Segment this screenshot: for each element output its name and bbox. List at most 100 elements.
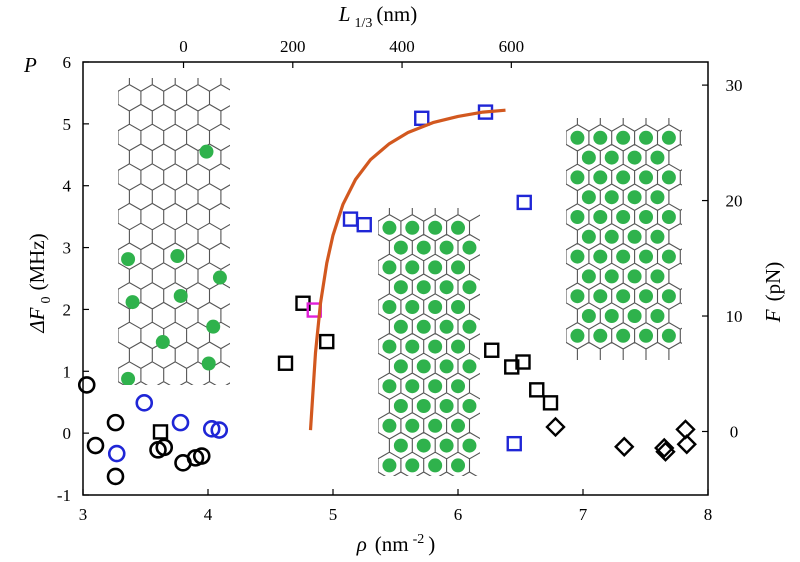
fit-curve: [308, 108, 506, 431]
inset-right-adsorbate-dot: [604, 190, 619, 205]
inset-sparse-adsorbate-dot: [206, 319, 221, 334]
data-point-circle-black: [106, 467, 125, 486]
x-top-tick-label: 200: [280, 37, 306, 56]
y-left-tick-label: 4: [63, 177, 72, 196]
inset-right-adsorbate-dot: [650, 150, 665, 165]
inset-right-adsorbate-dot: [616, 289, 631, 304]
y-right-tick-label: 20: [726, 192, 743, 211]
inset-right: [566, 118, 682, 360]
inset-right-adsorbate-dot: [616, 170, 631, 185]
inset-middle-adsorbate-dot: [416, 240, 431, 255]
x-bottom-tick-label: 7: [579, 505, 588, 524]
inset-middle-adsorbate-dot: [416, 399, 431, 413]
y-left-tick-label: 5: [63, 115, 72, 134]
inset-middle-adsorbate-dot: [462, 240, 477, 255]
inset-right-bonds: [566, 118, 682, 360]
data-point-diamond-black: [676, 434, 697, 455]
y-right-tick-label: 30: [726, 76, 743, 95]
data-point-square-black: [484, 342, 500, 358]
inset-right-adsorbate-dot: [581, 269, 596, 284]
inset-middle-adsorbate-dot: [393, 319, 408, 334]
inset-right-adsorbate-dot: [627, 229, 642, 244]
data-point-square-black: [515, 354, 531, 370]
inset-middle-adsorbate-dot: [416, 359, 431, 374]
inset-middle-adsorbate-dot: [428, 300, 443, 314]
inset-right-adsorbate-dot: [581, 190, 596, 205]
y-left-axis-label: ΔF 0 (MHz): [25, 233, 54, 333]
inset-right-adsorbate-dot: [570, 210, 585, 224]
y-left-tick-label: 3: [63, 239, 72, 258]
plot-frame: [82, 61, 709, 496]
y-right-tick-label: 0: [730, 422, 739, 441]
inset-right-adsorbate-dot: [593, 328, 608, 343]
data-point-square-black: [504, 359, 520, 375]
inset-right-adsorbate-dot: [650, 229, 665, 244]
data-point-diamond-black: [614, 436, 635, 457]
inset-middle-adsorbate-dot: [416, 280, 431, 295]
inset-middle-adsorbate-dot: [405, 300, 420, 314]
axis-ticks: 3 4 5 6 7 8 -1 0 1 2 3 4 5 6 0 10 20 30 0 200 400 600: [57, 37, 743, 524]
data-point-circle-blue: [210, 421, 229, 439]
inset-middle-adsorbate-dot: [451, 339, 466, 354]
inset-right-adsorbate-dot: [604, 150, 619, 165]
data-marks: [77, 104, 697, 486]
inset-middle-adsorbate-dot: [451, 418, 466, 433]
inset-right-adsorbate-dot: [593, 289, 608, 304]
data-point-square-blue: [516, 194, 532, 211]
x-top-tick-label: 600: [499, 37, 525, 56]
inset-right-adsorbate-dot: [627, 150, 642, 165]
inset-right-adsorbate-dot: [570, 289, 585, 304]
corner-label: P: [23, 53, 37, 77]
inset-right-lattice: [566, 118, 682, 360]
inset-right-adsorbate-dot: [570, 328, 585, 343]
inset-right-adsorbate-dot: [616, 328, 631, 343]
inset-right-adsorbate-dot: [593, 249, 608, 264]
x-top-axis-label: L 1/3 (nm): [338, 2, 417, 31]
inset-right-adsorbate-dot: [570, 170, 585, 185]
data-point-square-black: [529, 382, 545, 398]
inset-right-adsorbate-dot: [639, 210, 654, 224]
inset-right-adsorbate-dot: [581, 229, 596, 244]
inset-sparse-adsorbate-dot: [155, 335, 170, 350]
inset-middle-adsorbate-dot: [416, 319, 431, 334]
inset-right-adsorbate-dot: [661, 130, 676, 145]
inset-middle-adsorbate-dot: [439, 438, 454, 453]
inset-middle-adsorbate-dot: [439, 399, 454, 413]
inset-right-adsorbate-dot: [627, 309, 642, 323]
inset-sparse-adsorbate-dot: [121, 371, 136, 385]
inset-middle-adsorbate-dot: [405, 418, 420, 433]
y-left-tick-label: -1: [57, 486, 71, 505]
inset-right-adsorbate-dot: [627, 269, 642, 284]
y-left-tick-label: 2: [63, 300, 72, 319]
lattice-insets: [118, 78, 682, 476]
inset-sparse: [118, 78, 230, 385]
inset-sparse-bonds: [118, 78, 230, 385]
inset-right-adsorbate-dot: [639, 170, 654, 185]
data-point-circle-blue: [202, 420, 221, 438]
inset-middle-adsorbate-dot: [393, 438, 408, 453]
x-top-tick-label: 400: [389, 37, 415, 56]
x-bottom-axis-label: ρ (nm -2 ): [356, 530, 436, 556]
inset-middle-adsorbate-dot: [382, 418, 397, 433]
data-point-square-blue: [506, 435, 522, 452]
inset-right-adsorbate-dot: [604, 229, 619, 244]
inset-middle-adsorbate-dot: [462, 438, 477, 453]
inset-sparse-adsorbate-dot: [121, 252, 136, 267]
x-bottom-tick-label: 3: [79, 505, 88, 524]
inset-right-adsorbate-dot: [661, 170, 676, 185]
inset-middle-adsorbate-dot: [382, 220, 397, 235]
inset-middle-adsorbate-dot: [439, 359, 454, 374]
y-right-axis-label: F (pN): [761, 262, 785, 323]
inset-middle-adsorbate-dot: [428, 220, 443, 235]
inset-right-adsorbate-dot: [639, 328, 654, 343]
inset-middle-adsorbate-dot: [393, 280, 408, 295]
inset-right-adsorbate-dot: [581, 150, 596, 165]
inset-middle-adsorbate-dot: [428, 418, 443, 433]
data-point-circle-black: [106, 413, 125, 432]
inset-sparse-lattice: [118, 78, 230, 385]
data-point-square-black: [152, 424, 169, 440]
inset-right-adsorbate-dot: [581, 309, 596, 323]
data-point-square-blue: [342, 211, 359, 227]
inset-sparse-adsorbate-dot: [201, 356, 216, 371]
